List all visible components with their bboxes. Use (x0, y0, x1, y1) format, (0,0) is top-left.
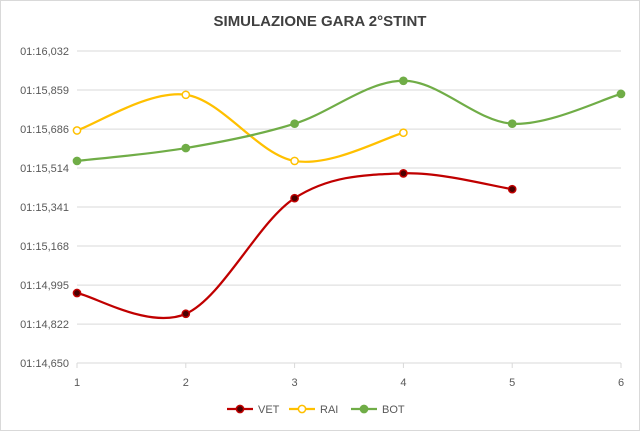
axes: 01:14,650 01:14,822 01:14,995 01:15,168 01:1… (20, 46, 624, 389)
y-tick-label: 01:15,341 (20, 202, 69, 214)
x-tick-label: 5 (509, 377, 515, 389)
y-tick-label: 01:15,168 (20, 241, 69, 253)
x-tick-label: 6 (618, 377, 624, 389)
point-rai-2 (181, 90, 191, 100)
x-tick-label: 3 (292, 377, 298, 389)
legend-item-rai: RAI (289, 404, 338, 416)
legend-marker-bot (359, 404, 369, 414)
point-bot-6 (616, 89, 626, 99)
point-vet-5 (507, 184, 517, 194)
legend-label-vet: VET (258, 404, 280, 416)
y-tick-label: 01:14,650 (20, 358, 69, 370)
point-bot-1 (72, 156, 82, 166)
legend-item-vet: VET (227, 404, 280, 416)
legend-marker-vet (235, 404, 245, 414)
legend-marker-rai (297, 404, 307, 414)
series-line-rai (75, 93, 405, 163)
point-rai-1 (72, 126, 82, 135)
point-vet-1 (72, 288, 82, 298)
series-rai (72, 90, 408, 166)
y-tick-label: 01:15,686 (20, 124, 69, 136)
series-vet (72, 169, 517, 320)
point-rai-4 (399, 128, 408, 138)
point-vet-3 (290, 193, 299, 203)
y-tick-label: 01:15,859 (20, 85, 69, 97)
legend-label-rai: RAI (320, 404, 338, 416)
chart-title: SIMULAZIONE GARA 2°STINT (213, 13, 427, 30)
x-tick-label: 1 (74, 377, 80, 389)
series-layer (72, 76, 626, 320)
point-bot-4 (399, 76, 408, 86)
y-tick-label: 01:14,822 (20, 319, 69, 331)
point-bot-2 (181, 143, 191, 153)
point-rai-3 (290, 156, 299, 166)
series-bot (72, 76, 626, 166)
x-tick-label: 2 (183, 377, 189, 389)
point-bot-3 (290, 119, 299, 129)
y-tick-label: 01:15,514 (20, 163, 69, 175)
point-bot-5 (507, 119, 517, 129)
point-vet-4 (399, 169, 408, 178)
point-vet-2 (181, 309, 191, 319)
series-line-bot (75, 79, 623, 163)
x-tick-label: 4 (400, 377, 406, 389)
legend-label-bot: BOT (382, 404, 405, 416)
series-line-vet (75, 172, 514, 320)
y-tick-label: 01:16,032 (20, 46, 69, 58)
gridlines (77, 50, 621, 364)
legend: VET RAI BOT (227, 404, 405, 416)
legend-item-bot: BOT (351, 404, 405, 416)
y-tick-label: 01:14,995 (20, 280, 69, 292)
